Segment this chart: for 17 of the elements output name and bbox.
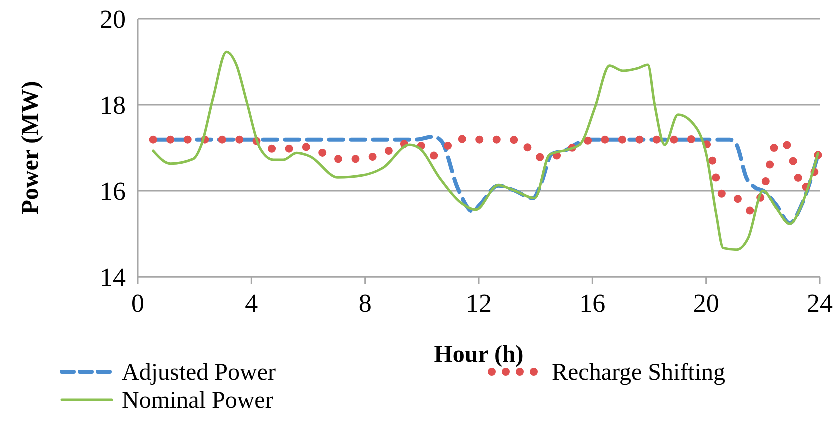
x-tick-label: 12 <box>466 289 492 318</box>
x-tick-label: 16 <box>580 289 606 318</box>
x-tick-label: 0 <box>132 289 144 318</box>
y-tick-label: 20 <box>100 5 126 34</box>
y-axis-title: Power (MW) <box>18 81 44 215</box>
line-series <box>152 50 820 252</box>
legend-label: Adjusted Power <box>122 360 276 386</box>
legend-label: Recharge Shifting <box>552 360 726 386</box>
x-tick-label: 24 <box>807 289 833 318</box>
x-tick-label: 20 <box>693 289 720 318</box>
legend-label: Nominal Power <box>122 388 274 414</box>
y-tick-label: 14 <box>100 263 126 292</box>
x-tick-label: 4 <box>245 289 258 318</box>
x-tick-label: 8 <box>358 289 372 318</box>
y-tick-label: 18 <box>100 91 126 120</box>
x-axis-title: Hour (h) <box>434 342 524 368</box>
y-tick-label: 16 <box>100 177 126 206</box>
